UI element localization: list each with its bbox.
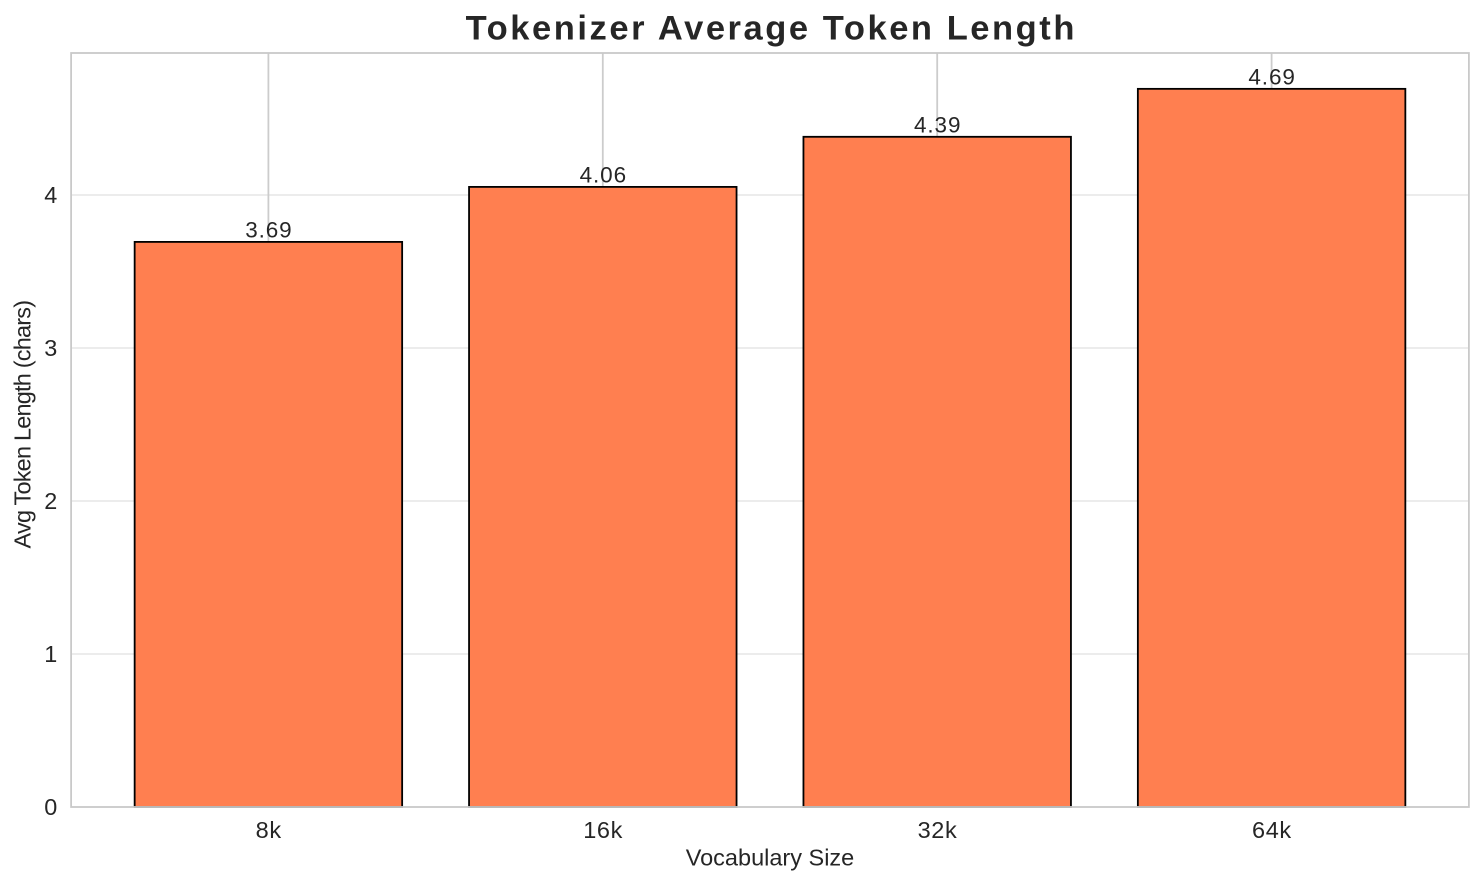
svg-text:4.39: 4.39 bbox=[914, 113, 961, 138]
svg-text:3: 3 bbox=[44, 335, 57, 361]
svg-text:8k: 8k bbox=[256, 817, 282, 843]
svg-text:64k: 64k bbox=[1252, 817, 1292, 843]
svg-text:Tokenizer Average Token Length: Tokenizer Average Token Length bbox=[466, 9, 1077, 47]
svg-text:4.06: 4.06 bbox=[580, 163, 627, 188]
svg-text:4.69: 4.69 bbox=[1248, 65, 1295, 90]
svg-text:32k: 32k bbox=[918, 817, 958, 843]
svg-text:Avg Token Length (chars): Avg Token Length (chars) bbox=[9, 301, 35, 549]
svg-text:2: 2 bbox=[44, 488, 57, 514]
svg-text:3.69: 3.69 bbox=[245, 218, 292, 243]
svg-text:1: 1 bbox=[44, 641, 57, 667]
svg-text:Vocabulary Size: Vocabulary Size bbox=[686, 845, 855, 871]
svg-text:16k: 16k bbox=[583, 817, 623, 843]
svg-text:0: 0 bbox=[44, 794, 57, 820]
svg-text:4: 4 bbox=[44, 182, 57, 208]
